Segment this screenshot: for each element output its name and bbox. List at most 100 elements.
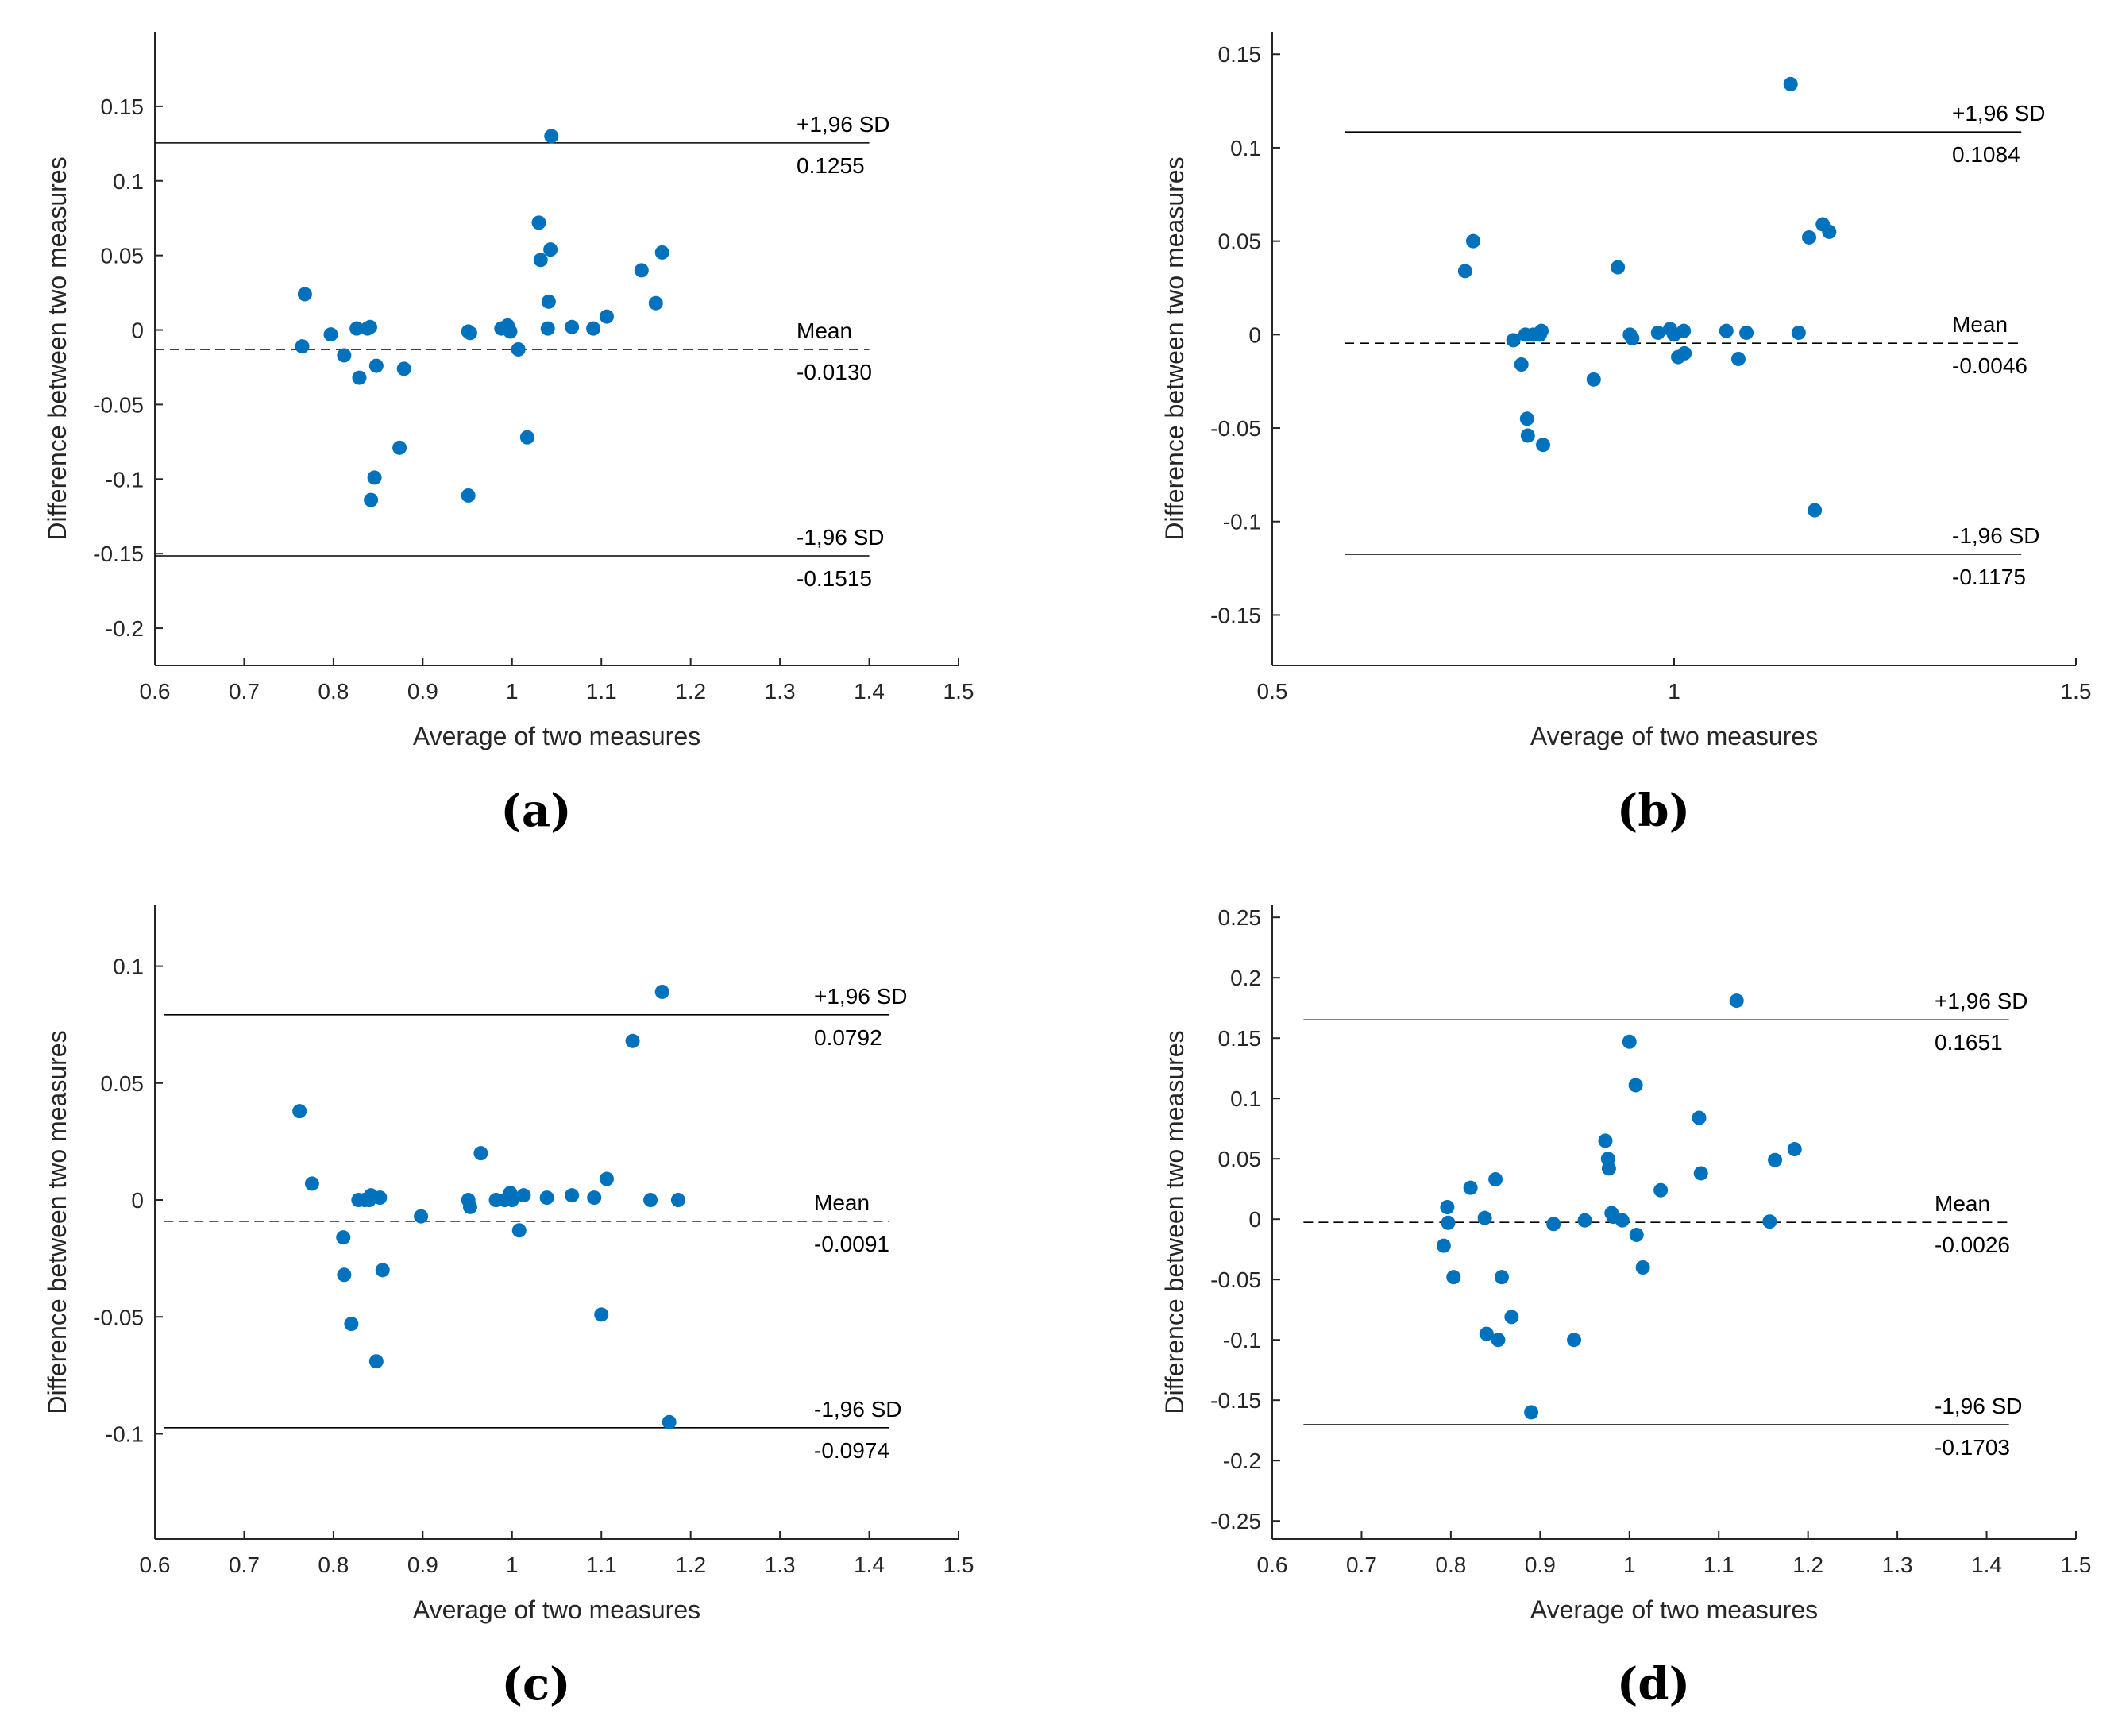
data-point (392, 440, 407, 455)
x-tick-label: 1.5 (2061, 679, 2092, 704)
data-point (337, 348, 352, 363)
x-tick-label: 1.3 (1882, 1553, 1913, 1577)
data-point (648, 295, 663, 311)
y-tick-label: 0.15 (1218, 42, 1262, 67)
x-tick-label: 1.1 (586, 1553, 617, 1577)
upper-limit-label: +1,96 SD (797, 112, 890, 137)
chart-b: 0.5 1 1.5 0.15 0.1 0.05 0 -0.05 -0.1 -0.15 Average… (1160, 32, 2091, 837)
data-point (1692, 1110, 1707, 1125)
data-point (337, 1267, 352, 1283)
data-point (1520, 428, 1535, 443)
data-point (1586, 372, 1601, 387)
data-point (511, 1223, 527, 1238)
data-point (414, 1209, 429, 1224)
data-point (1567, 1333, 1582, 1348)
data-point (1628, 1078, 1643, 1093)
data-point (1676, 323, 1692, 338)
data-point (1506, 333, 1521, 348)
x-tick-label: 0.7 (229, 679, 260, 704)
data-point (461, 488, 476, 503)
x-tick-label: 0.8 (318, 1553, 349, 1577)
x-tick-label: 1.2 (675, 679, 706, 704)
data-point (323, 327, 338, 342)
data-point (662, 1414, 677, 1429)
x-tick-label: 1.3 (765, 1553, 796, 1577)
data-point (539, 1190, 554, 1206)
data-point (1822, 224, 1837, 239)
data-point (516, 1188, 531, 1203)
data-point (1519, 411, 1534, 426)
y-axis-label: Difference between two measures (1160, 156, 1189, 540)
data-point (531, 215, 546, 230)
y-tick-label: -0.1 (1223, 1328, 1261, 1352)
lower-limit-value: -0.1703 (1935, 1435, 2010, 1460)
lower-limit-label: -1,96 SD (1952, 523, 2040, 548)
data-point (362, 319, 377, 334)
data-point (1436, 1238, 1451, 1253)
data-point (1466, 233, 1480, 249)
x-tick-label: 1.4 (1971, 1553, 2002, 1577)
chart-a: 0.6 0.7 0.8 0.9 1 1.1 1.2 1.3 1.4 1.5 0.15 0.1 0.05 0… (43, 32, 974, 837)
data-point (1479, 1326, 1494, 1341)
y-axis-label: Difference between two measures (43, 1030, 71, 1414)
x-axis-label: Average of two measures (1530, 722, 1818, 750)
y-tick-label: 0.05 (1218, 230, 1262, 254)
data-point (1677, 345, 1692, 361)
data-point (344, 1317, 359, 1332)
data-point (1629, 1227, 1644, 1242)
x-axis-label: Average of two measures (1530, 1595, 1818, 1624)
lower-limit-value: -0.1515 (797, 566, 872, 591)
x-tick-label: 1.4 (854, 679, 885, 704)
data-point (544, 129, 559, 144)
x-tick-label: 0.7 (229, 1553, 260, 1577)
data-point (462, 326, 477, 341)
data-point (1488, 1172, 1503, 1187)
upper-limit-value: 0.1255 (797, 153, 865, 178)
data-point (375, 1263, 390, 1278)
y-axis-label: Difference between two measures (1160, 1030, 1189, 1414)
data-point (462, 1199, 477, 1214)
x-tick-label: 1 (1623, 1553, 1636, 1577)
panel-label: (c) (501, 1658, 570, 1711)
lower-limit-value: -0.1175 (1952, 565, 2026, 589)
x-tick-label: 0.5 (1257, 679, 1288, 704)
data-point (1729, 993, 1744, 1009)
data-point (519, 430, 534, 445)
data-point (1653, 1182, 1669, 1198)
upper-limit-value: 0.1084 (1952, 142, 2020, 167)
data-point (654, 984, 669, 999)
panel-label: (a) (500, 785, 571, 837)
y-tick-label: -0.2 (106, 616, 144, 641)
data-point (541, 294, 556, 309)
data-point (368, 1354, 384, 1369)
data-point (599, 1171, 614, 1186)
y-tick-label: -0.25 (1210, 1509, 1261, 1533)
data-point (368, 358, 384, 373)
upper-limit-value: 0.1651 (1935, 1030, 2003, 1055)
y-tick-label: -0.05 (93, 1305, 144, 1329)
mean-value: -0.0046 (1952, 353, 2027, 378)
x-tick-label: 0.6 (140, 679, 171, 704)
x-tick-label: 1.1 (586, 679, 617, 704)
upper-limit-label: +1,96 SD (1952, 101, 2046, 125)
x-tick-label: 1 (506, 679, 519, 704)
y-tick-label: 0.1 (1230, 136, 1261, 160)
data-point (1768, 1152, 1783, 1167)
y-tick-label: -0.15 (93, 542, 144, 566)
data-point (372, 1190, 388, 1206)
mean-value: -0.0130 (797, 360, 872, 384)
y-tick-label: 0.1 (113, 955, 144, 979)
data-point (1494, 1270, 1509, 1285)
data-point (511, 341, 526, 357)
y-tick-label: 0.15 (101, 95, 145, 119)
data-point (336, 1230, 351, 1245)
data-point (533, 253, 548, 268)
x-tick-label: 1.5 (943, 679, 974, 704)
y-tick-label: -0.15 (1210, 603, 1261, 627)
y-tick-label: 0 (131, 1188, 144, 1213)
y-tick-label: -0.1 (106, 1422, 144, 1446)
x-tick-label: 0.9 (407, 679, 438, 704)
data-point (1598, 1133, 1613, 1148)
x-tick-label: 0.6 (1257, 1553, 1288, 1577)
y-tick-label: -0.1 (1223, 510, 1261, 534)
